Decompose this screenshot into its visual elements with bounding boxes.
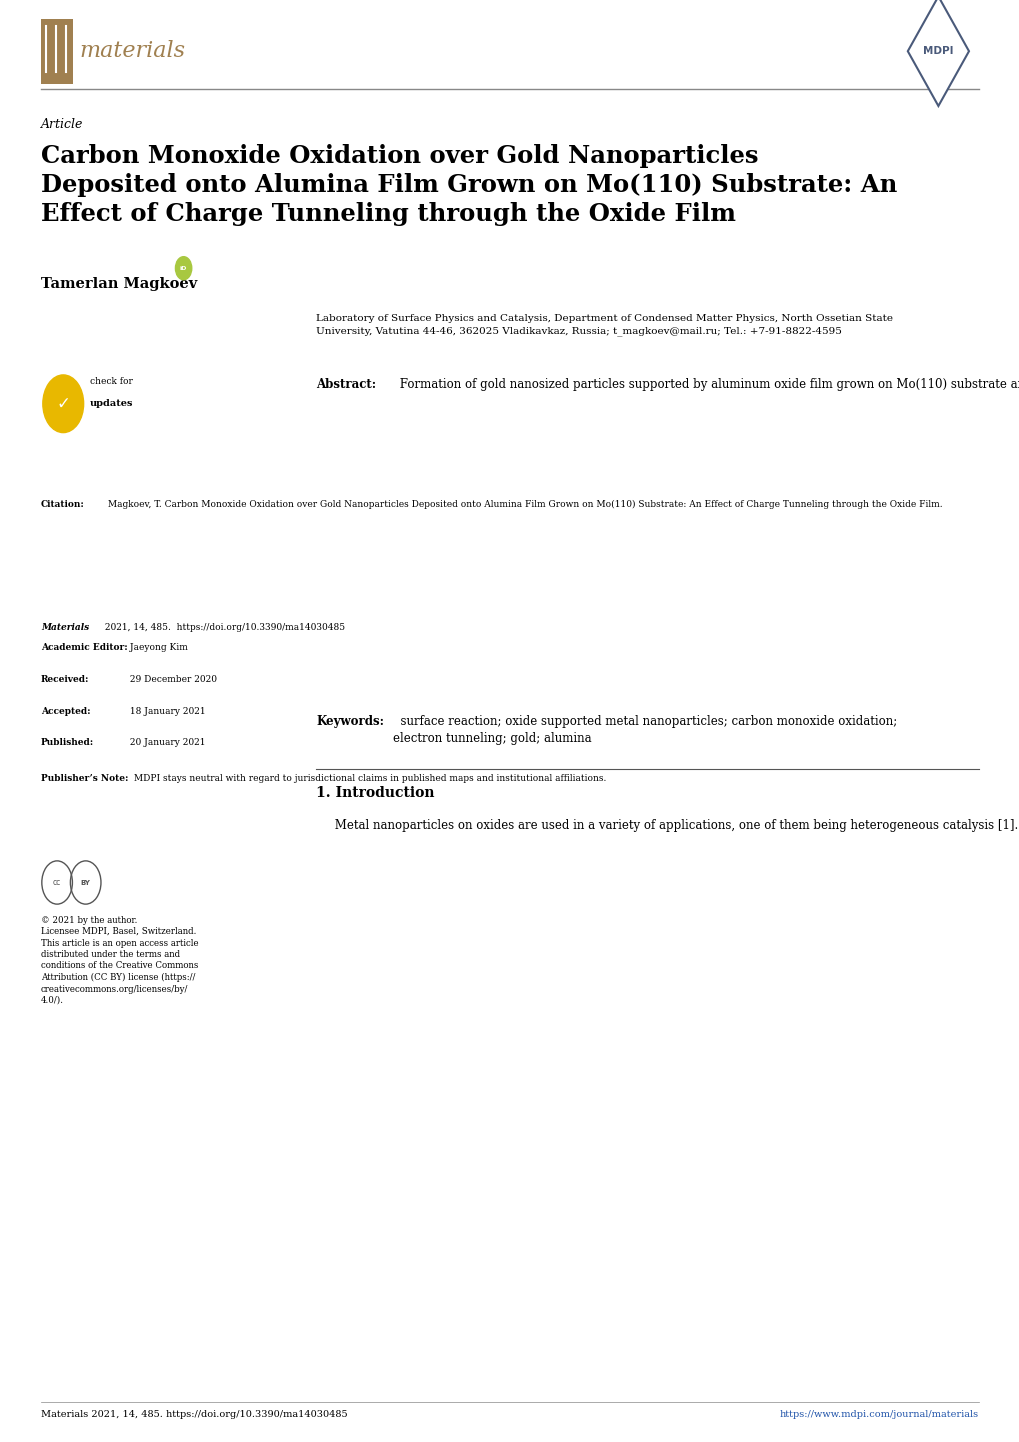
Text: 1. Introduction: 1. Introduction	[316, 786, 434, 800]
Text: BY: BY	[81, 880, 91, 885]
Text: materials: materials	[79, 40, 185, 62]
Text: Laboratory of Surface Physics and Catalysis, Department of Condensed Matter Phys: Laboratory of Surface Physics and Cataly…	[316, 314, 893, 336]
Circle shape	[43, 375, 84, 433]
Text: Carbon Monoxide Oxidation over Gold Nanoparticles
Deposited onto Alumina Film Gr: Carbon Monoxide Oxidation over Gold Nano…	[41, 144, 896, 226]
Text: 20 January 2021: 20 January 2021	[127, 738, 206, 747]
Text: iD: iD	[179, 265, 187, 271]
Text: updates: updates	[90, 399, 133, 408]
Text: Magkoev, T. Carbon Monoxide Oxidation over Gold Nanoparticles Deposited onto Alu: Magkoev, T. Carbon Monoxide Oxidation ov…	[105, 500, 942, 509]
Text: Published:: Published:	[41, 738, 94, 747]
Text: cc: cc	[53, 878, 61, 887]
Circle shape	[175, 257, 192, 280]
Polygon shape	[907, 0, 968, 107]
Text: Article: Article	[41, 118, 84, 131]
Text: 18 January 2021: 18 January 2021	[127, 707, 206, 715]
Text: © 2021 by the author.
Licensee MDPI, Basel, Switzerland.
This article is an open: © 2021 by the author. Licensee MDPI, Bas…	[41, 916, 199, 1005]
Text: Metal nanoparticles on oxides are used in a variety of applications, one of them: Metal nanoparticles on oxides are used i…	[316, 819, 1019, 832]
Text: https://www.mdpi.com/journal/materials: https://www.mdpi.com/journal/materials	[780, 1410, 978, 1419]
Text: Materials 2021, 14, 485. https://doi.org/10.3390/ma14030485: Materials 2021, 14, 485. https://doi.org…	[41, 1410, 347, 1419]
Text: Formation of gold nanosized particles supported by aluminum oxide film grown on : Formation of gold nanosized particles su…	[395, 378, 1019, 391]
Text: Tamerlan Magkoev: Tamerlan Magkoev	[41, 277, 197, 291]
Text: 29 December 2020: 29 December 2020	[127, 675, 217, 684]
Text: Materials: Materials	[41, 623, 89, 632]
Text: MDPI stays neutral with regard to jurisdictional claims in published maps and in: MDPI stays neutral with regard to jurisd…	[130, 774, 605, 783]
Text: Jaeyong Kim: Jaeyong Kim	[127, 643, 189, 652]
Text: Received:: Received:	[41, 675, 90, 684]
Text: Keywords:: Keywords:	[316, 715, 384, 728]
Text: ✓: ✓	[56, 395, 70, 412]
Text: Academic Editor:: Academic Editor:	[41, 643, 127, 652]
Text: check for: check for	[90, 378, 132, 386]
Text: Accepted:: Accepted:	[41, 707, 91, 715]
Text: Abstract:: Abstract:	[316, 378, 376, 391]
Text: MDPI: MDPI	[922, 46, 953, 56]
Text: Publisher’s Note:: Publisher’s Note:	[41, 774, 128, 783]
Text: Citation:: Citation:	[41, 500, 85, 509]
Text: surface reaction; oxide supported metal nanoparticles; carbon monoxide oxidation: surface reaction; oxide supported metal …	[392, 715, 896, 746]
Text: 2021, 14, 485.  https://doi.org/10.3390/ma14030485: 2021, 14, 485. https://doi.org/10.3390/m…	[102, 623, 344, 632]
FancyBboxPatch shape	[41, 19, 73, 84]
